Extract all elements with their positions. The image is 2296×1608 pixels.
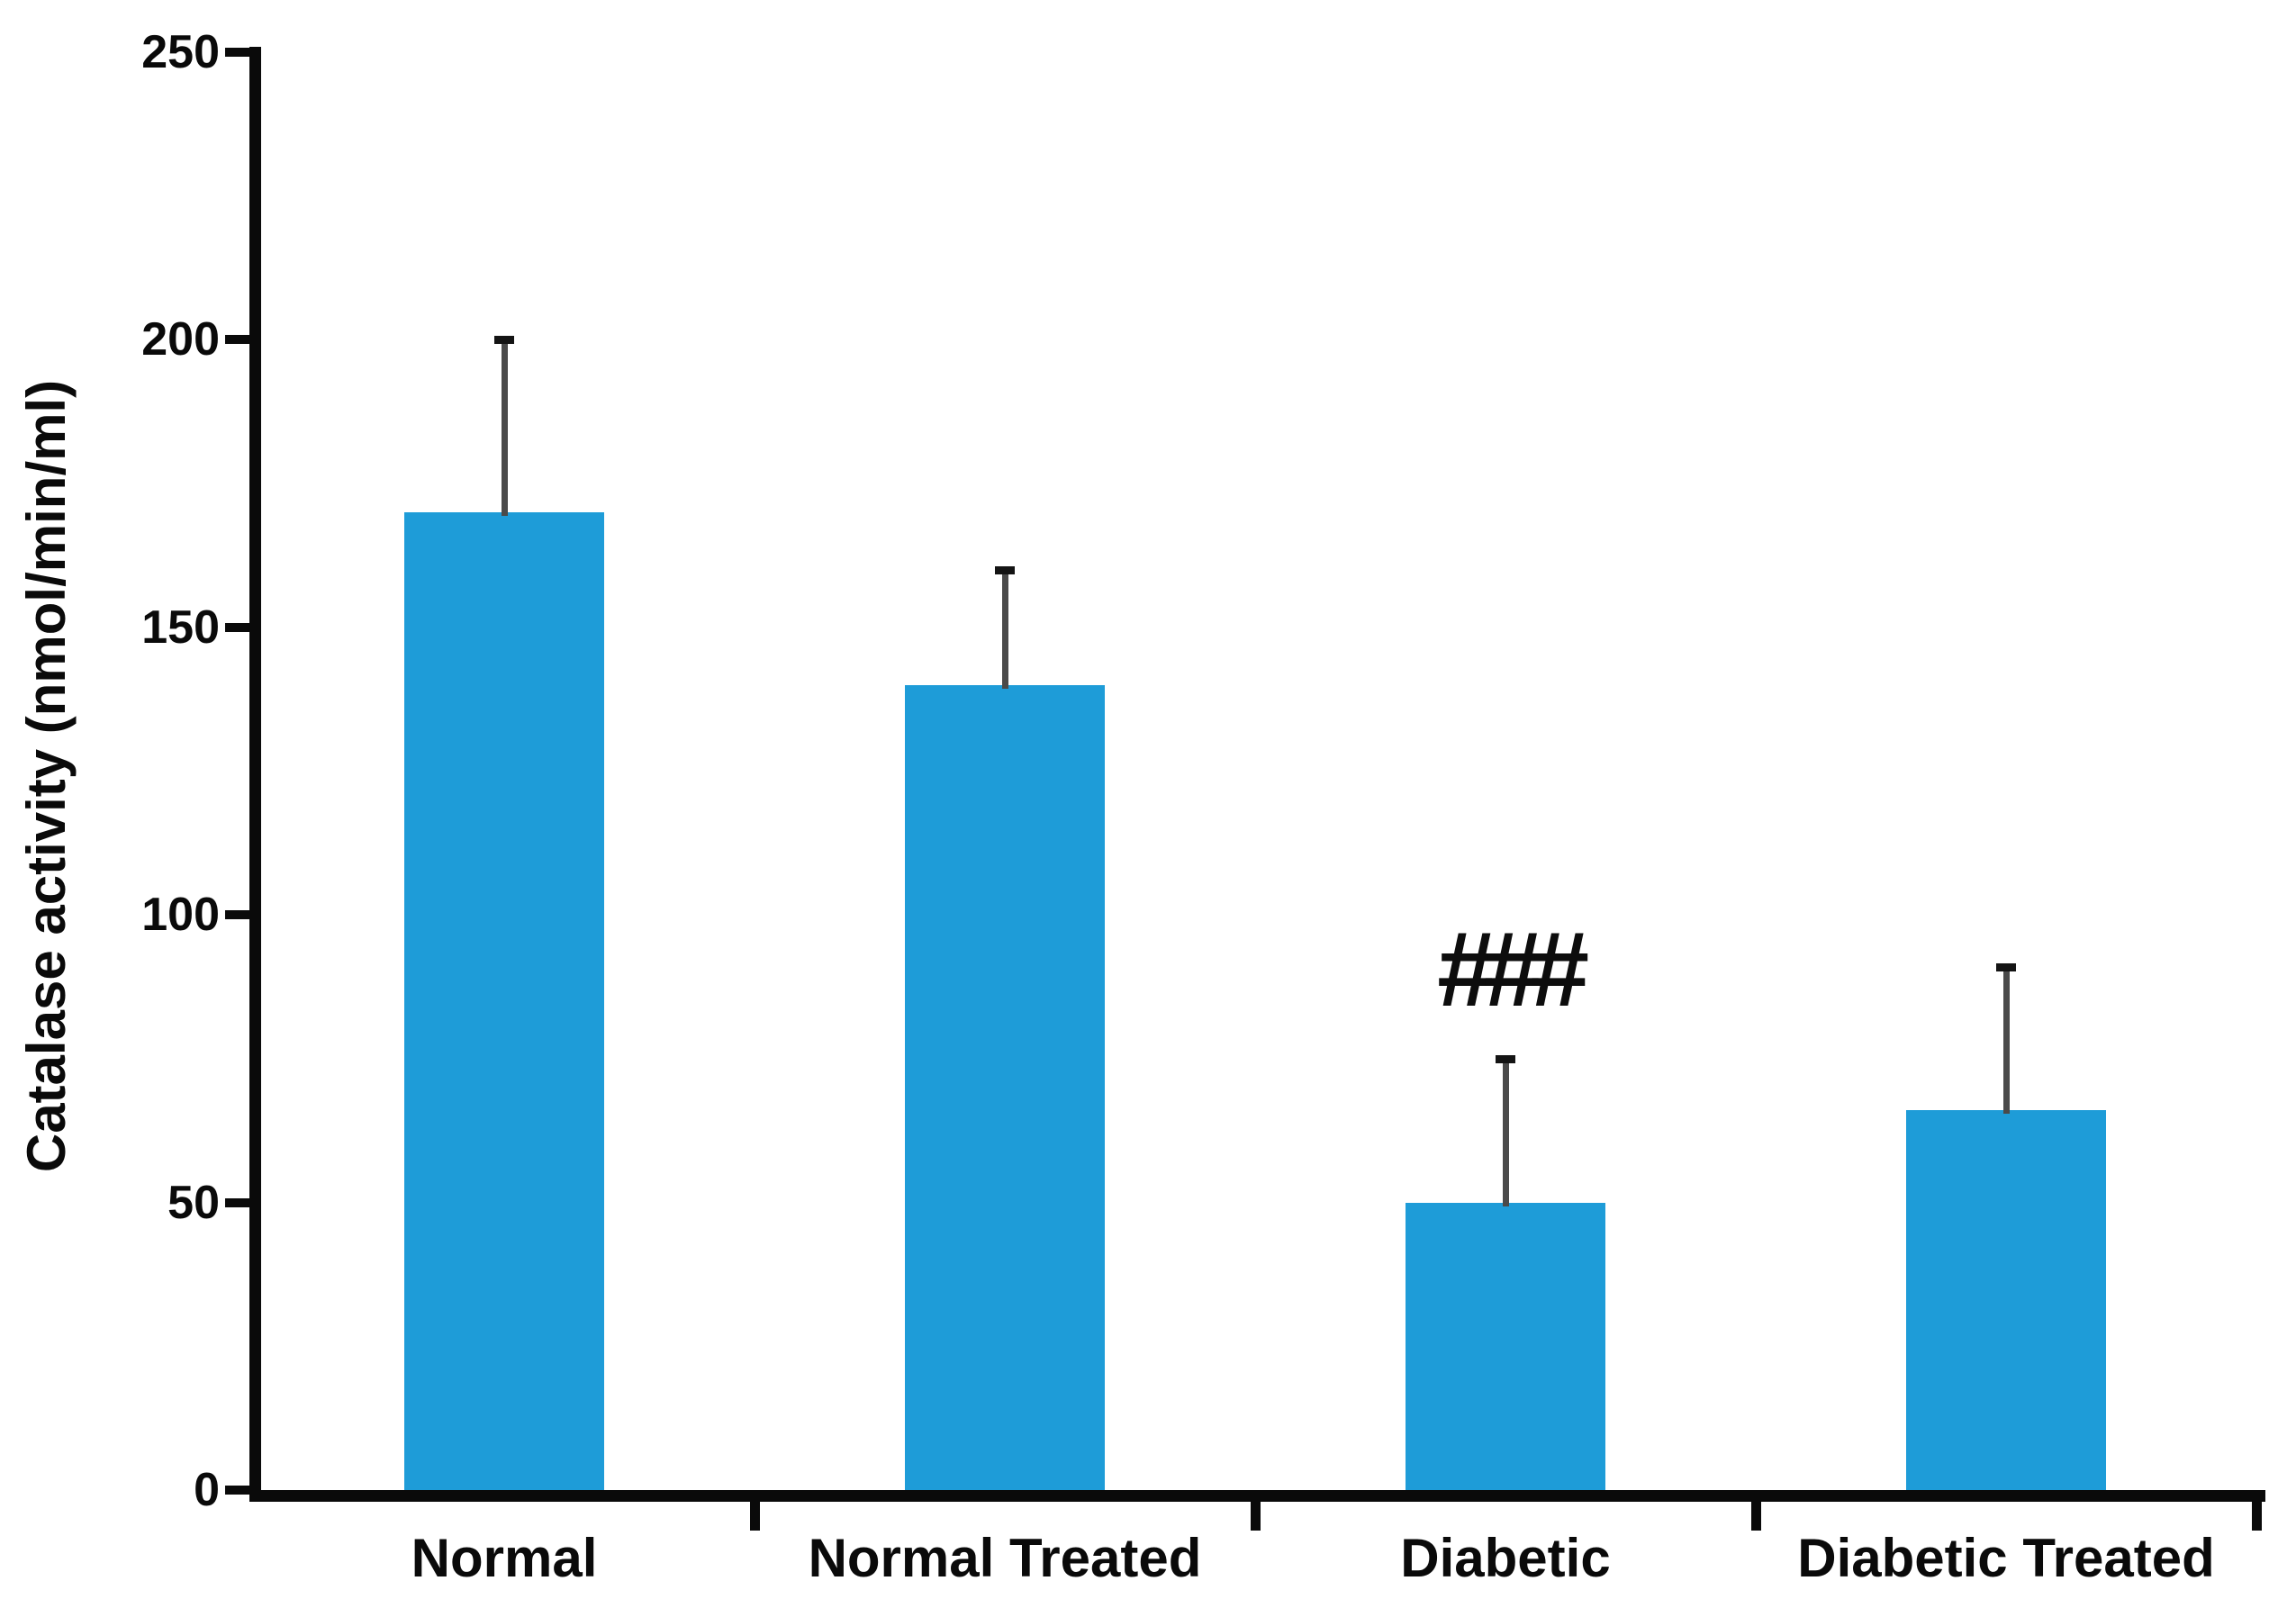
y-tick-label-0: 0 bbox=[194, 1464, 220, 1516]
error-bar-normal bbox=[502, 339, 508, 517]
x-tick-mark-3 bbox=[1751, 1490, 1761, 1531]
error-bar-cap-normal-treated bbox=[995, 565, 1015, 574]
y-tick-mark-0 bbox=[225, 1486, 250, 1495]
bar-normal-treated bbox=[905, 684, 1105, 1490]
y-tick-label-50: 50 bbox=[167, 1176, 220, 1229]
bar-normal bbox=[404, 512, 604, 1490]
y-tick-mark-250 bbox=[225, 48, 250, 57]
y-tick-label-150: 150 bbox=[141, 601, 220, 654]
error-bar-cap-diabetic-treated bbox=[1996, 962, 2016, 971]
x-category-label-diabetic: Diabetic bbox=[1400, 1528, 1611, 1588]
y-tick-label-250: 250 bbox=[141, 26, 220, 78]
bar-diabetic-treated bbox=[1906, 1110, 2106, 1490]
x-category-label-diabetic-treated: Diabetic Treated bbox=[1797, 1528, 2215, 1588]
significance-annotation-diabetic: ### bbox=[1435, 909, 1588, 1029]
y-tick-label-100: 100 bbox=[141, 889, 220, 942]
bar-diabetic bbox=[1406, 1202, 1605, 1490]
y-tick-mark-200 bbox=[225, 335, 250, 345]
error-bar-cap-normal bbox=[494, 336, 514, 345]
y-tick-mark-100 bbox=[225, 910, 250, 920]
y-tick-label-200: 200 bbox=[141, 313, 220, 366]
error-bar-diabetic bbox=[1503, 1058, 1509, 1206]
y-tick-mark-150 bbox=[225, 622, 250, 632]
x-category-label-normal: Normal bbox=[411, 1528, 598, 1588]
y-axis-line bbox=[249, 47, 261, 1501]
error-bar-diabetic-treated bbox=[2003, 966, 2010, 1115]
x-tick-mark-4 bbox=[2252, 1490, 2262, 1531]
x-category-label-normal-treated: Normal Treated bbox=[808, 1528, 1202, 1588]
error-bar-cap-diabetic bbox=[1496, 1054, 1515, 1063]
x-tick-mark-1 bbox=[750, 1490, 760, 1531]
x-tick-mark-2 bbox=[1251, 1490, 1261, 1531]
y-tick-mark-50 bbox=[225, 1197, 250, 1207]
y-axis-title: Catalase activity (nmol/min/ml) bbox=[16, 379, 77, 1173]
error-bar-normal-treated bbox=[1002, 569, 1008, 689]
